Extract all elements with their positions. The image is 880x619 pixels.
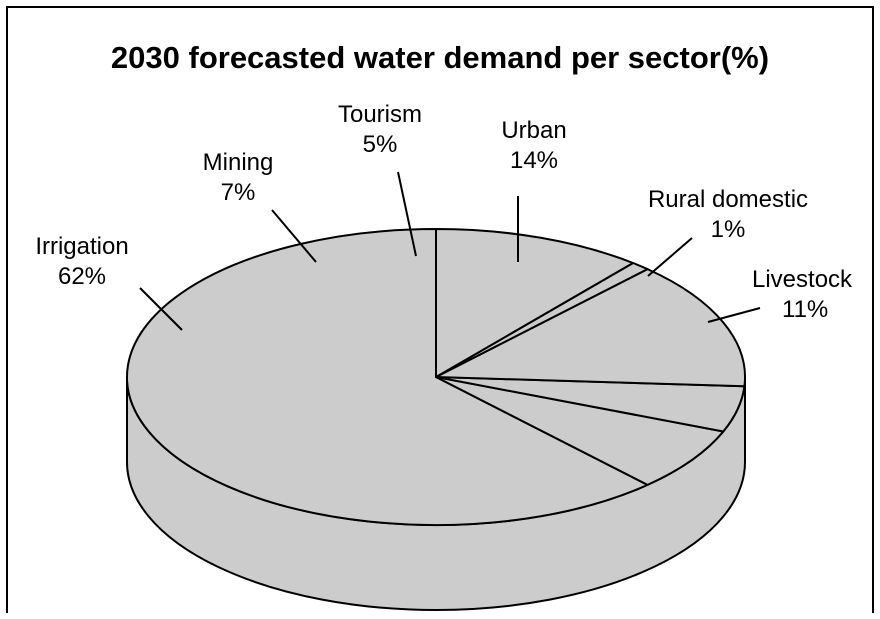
slice-name-irrigation: Irrigation	[35, 233, 128, 260]
slice-value-mining: 7%	[221, 179, 256, 206]
leader-lines	[139, 171, 761, 331]
slice-name-livestock: Livestock	[752, 266, 853, 293]
pie-slice-mining	[435, 376, 725, 486]
leader-line-tourism	[397, 171, 417, 257]
leader-line-rural-domestic	[647, 237, 693, 277]
slice-name-rural-domestic: Rural domestic	[648, 186, 808, 213]
slice-name-mining: Mining	[203, 149, 274, 176]
slice-value-urban: 14%	[510, 147, 558, 174]
chart-title: 2030 forecasted water demand per sector(…	[111, 40, 769, 75]
leader-line-irrigation	[139, 287, 183, 331]
leader-line-mining	[271, 209, 317, 263]
slice-value-rural-domestic: 1%	[711, 216, 746, 243]
slice-value-tourism: 5%	[363, 131, 398, 158]
pie-slice-livestock	[435, 228, 634, 378]
slice-name-urban: Urban	[501, 117, 566, 144]
slice-value-livestock: 11%	[782, 296, 828, 323]
pie-slice-irrigation	[126, 228, 649, 526]
slice-value-irrigation: 62%	[58, 263, 106, 290]
pie-slice-urban	[435, 268, 746, 388]
chart-frame	[6, 6, 874, 613]
slice-name-tourism: Tourism	[338, 101, 422, 128]
slice-labels: Irrigation 62% Mining 7% Tourism 5% Urban 14% Ru…	[35, 101, 853, 323]
leader-line-livestock	[707, 307, 761, 323]
pie-slices	[126, 228, 746, 526]
